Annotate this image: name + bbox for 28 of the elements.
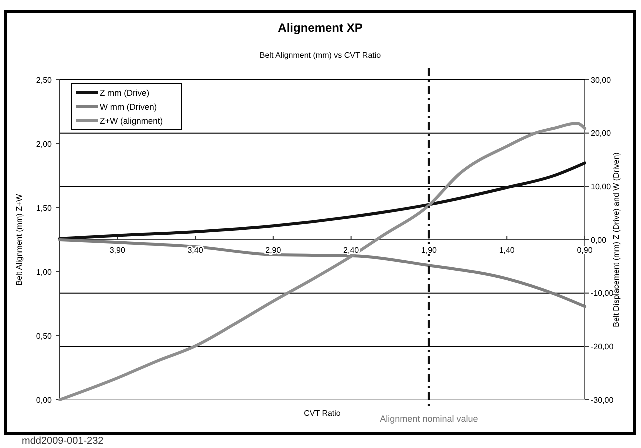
x-tick-label: 3,90: [110, 246, 126, 255]
x-axis-title: CVT Ratio: [304, 409, 342, 418]
y2-tick-label: 20,00: [591, 129, 612, 138]
y-tick-label: 1,00: [36, 268, 53, 277]
y2-tick-label: 30,00: [591, 76, 612, 85]
y-tick-label: 0,50: [36, 332, 53, 341]
y-tick-label: 1,50: [36, 204, 53, 213]
y-axis-title: Belt Alignment (mm) Z+W: [15, 194, 24, 286]
x-tick-label: 1,40: [499, 246, 516, 255]
chart-title: Alignement XP: [278, 21, 363, 35]
x-tick-label: 2,90: [266, 246, 282, 255]
legend-label: Z+W (alignment): [100, 116, 164, 126]
y-tick-label: 2,00: [36, 140, 53, 149]
y2-tick-label: 0,00: [591, 236, 608, 245]
chart-subtitle: Belt Alignment (mm) vs CVT Ratio: [260, 51, 382, 60]
legend-label: Z mm (Drive): [100, 88, 150, 98]
x-tick-label: 2,40: [344, 246, 360, 255]
y-tick-label: 2,50: [36, 76, 53, 85]
legend-label: W mm (Driven): [100, 102, 158, 112]
y-tick-label: 0,00: [36, 396, 53, 405]
y2-tick-label: -20,00: [591, 342, 614, 352]
text: mdd2009-001-232: [22, 436, 104, 447]
x-tick-label: 3,40: [188, 246, 204, 255]
y2-axis-title: Belt Displacement (mm) Z (Drive) and W (Driven): [612, 152, 621, 328]
y2-tick-label: -30,00: [591, 396, 614, 405]
y2-tick-label: -10,00: [591, 289, 614, 298]
y2-tick-label: 10,00: [591, 182, 612, 192]
ref-line-label: Alignment nominal value: [380, 414, 478, 424]
